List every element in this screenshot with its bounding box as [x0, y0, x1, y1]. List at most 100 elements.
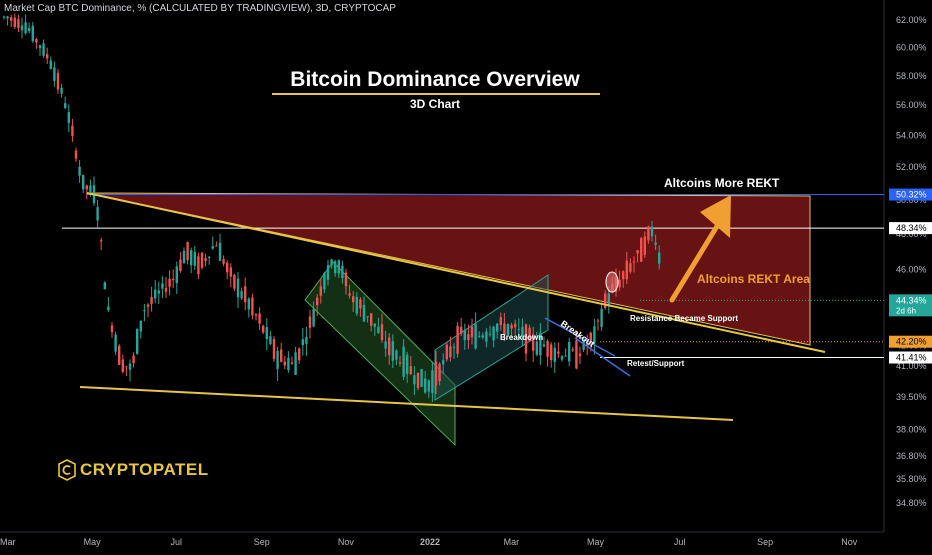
- candle-body: [319, 286, 322, 296]
- candle-body: [114, 334, 117, 352]
- candle-body: [600, 309, 603, 328]
- price-tag-label: 42.20%: [896, 337, 927, 347]
- candle-body: [298, 348, 301, 361]
- candle-body: [190, 250, 193, 266]
- candle-body: [107, 306, 110, 311]
- candle-body: [496, 323, 499, 332]
- candle-body: [132, 355, 135, 364]
- brand-name: CRYPTOPATEL: [80, 460, 209, 479]
- candle-body: [247, 298, 250, 310]
- candle-body: [640, 238, 643, 262]
- y-tick-label: 35.80%: [896, 474, 927, 484]
- candle-body: [262, 325, 265, 333]
- chart-title: Bitcoin Dominance Overview: [290, 68, 580, 91]
- chart-header: Market Cap BTC Dominance, % (CALCULATED …: [4, 3, 396, 14]
- candle-body: [654, 242, 657, 245]
- candle-body: [622, 271, 625, 280]
- highlight-ellipse: [605, 271, 619, 293]
- candle-body: [10, 17, 13, 21]
- candle-body: [139, 320, 142, 332]
- candle-body: [172, 278, 175, 280]
- candle-body: [294, 352, 297, 375]
- price-tag-label: 41.41%: [896, 353, 927, 363]
- y-tick-label: 52.00%: [896, 162, 927, 172]
- y-tick-label: 46.00%: [896, 265, 927, 275]
- candle-body: [17, 19, 20, 29]
- candle-body: [49, 60, 52, 69]
- candle-body: [74, 150, 78, 159]
- y-tick-label: 34.80%: [896, 498, 927, 508]
- annotation-retest: Retest/Support: [627, 359, 685, 368]
- candle-body: [316, 297, 319, 306]
- price-tag-bg: [889, 294, 932, 317]
- annotation-breakdown: Breakdown: [500, 333, 543, 342]
- candle-body: [13, 17, 16, 28]
- candle-body: [413, 375, 416, 385]
- brand-watermark: CRYPTOPATEL: [58, 459, 209, 481]
- candle-body: [193, 252, 196, 266]
- candle-body: [546, 340, 549, 357]
- candle-body: [373, 323, 376, 327]
- candle-body: [362, 305, 366, 322]
- candle-body: [564, 355, 567, 357]
- candle-body: [154, 289, 157, 299]
- x-tick-label: May: [587, 537, 605, 547]
- candle-body: [168, 278, 171, 287]
- candle-body: [89, 185, 92, 192]
- candle-body: [186, 241, 189, 261]
- candle-body: [352, 296, 355, 303]
- candle-body: [528, 327, 531, 342]
- candle-body: [377, 326, 380, 334]
- candle-body: [64, 103, 67, 108]
- x-tick-label: Mar: [504, 537, 520, 547]
- price-tag-sublabel: 2d 6h: [896, 306, 916, 315]
- candle-body: [38, 45, 42, 49]
- candle-body: [283, 361, 286, 366]
- candle-body: [427, 380, 430, 392]
- candle-body: [344, 272, 348, 287]
- candle-body: [121, 359, 124, 372]
- candle-body: [56, 72, 60, 90]
- candle-body: [402, 346, 405, 377]
- candle-body: [463, 330, 466, 341]
- candle-body: [96, 207, 99, 221]
- candle-body: [557, 351, 560, 354]
- candle-body: [334, 261, 337, 274]
- candle-body: [596, 320, 600, 322]
- candle-body: [53, 67, 56, 81]
- chart-subtitle: 3D Chart: [409, 97, 460, 111]
- candle-body: [240, 291, 243, 299]
- candle-body: [445, 344, 448, 360]
- candle-body: [586, 344, 589, 346]
- candle-body: [517, 328, 520, 330]
- candle-body: [589, 332, 592, 343]
- candle-body: [629, 263, 632, 272]
- candle-body: [535, 341, 538, 355]
- x-tick-label: May: [84, 537, 102, 547]
- y-tick-label: 39.50%: [896, 392, 927, 402]
- candle-body: [506, 324, 510, 335]
- candle-body: [449, 346, 452, 358]
- candle-body: [31, 25, 34, 42]
- candle-body: [208, 256, 211, 258]
- candle-body: [272, 339, 276, 359]
- candle-body: [128, 363, 132, 370]
- candles-group: [2, 13, 661, 402]
- y-tick-label: 56.00%: [896, 100, 927, 110]
- y-tick-label: 60.00%: [896, 42, 927, 52]
- price-tag-bg: [889, 188, 932, 201]
- candle-body: [431, 370, 434, 394]
- x-tick-label: Jul: [674, 537, 686, 547]
- candle-body: [488, 333, 492, 335]
- candle-body: [308, 316, 312, 328]
- candle-body: [164, 287, 168, 292]
- annotation-top-target: Altcoins More REKT: [664, 176, 780, 190]
- candle-body: [474, 323, 477, 349]
- candle-body: [593, 326, 596, 344]
- price-tag-label: 48.34%: [896, 223, 927, 233]
- candle-body: [60, 87, 63, 94]
- price-tag-label: 50.32%: [896, 190, 927, 200]
- candle-body: [251, 297, 254, 316]
- candle-body: [625, 260, 628, 280]
- candle-body: [406, 354, 409, 374]
